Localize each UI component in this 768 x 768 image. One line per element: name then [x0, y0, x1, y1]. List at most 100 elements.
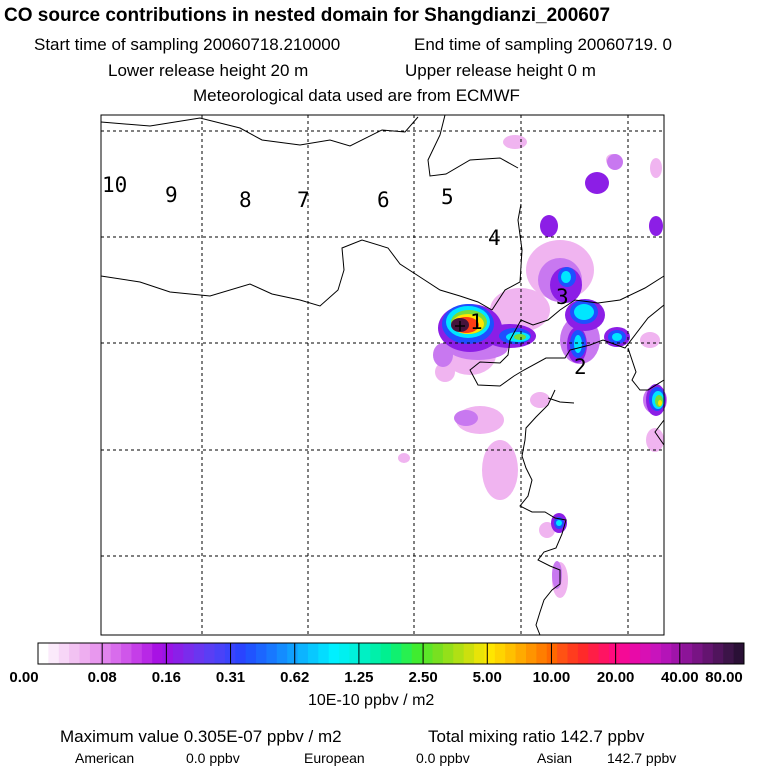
- colorbar-swatch: [474, 643, 485, 664]
- coastline: [520, 275, 665, 326]
- colorbar-swatch: [629, 643, 641, 664]
- colorbar-swatch: [411, 643, 423, 664]
- trajectory-label: 2: [574, 355, 587, 379]
- colorbar-swatch: [712, 643, 724, 664]
- concentration-patch: [433, 343, 453, 367]
- colorbar-tick-label: 1.25: [344, 669, 374, 686]
- colorbar-tick-label: 20.00: [596, 669, 635, 686]
- concentration-patch: [482, 440, 518, 500]
- colorbar-swatch: [172, 643, 184, 664]
- colorbar-swatch: [287, 643, 299, 664]
- colorbar-swatch: [328, 643, 340, 664]
- sampling-end: End time of sampling 20060719. 0: [414, 35, 673, 54]
- concentration-patch: [607, 154, 623, 170]
- colorbar-swatch: [100, 643, 112, 664]
- colorbar-swatch: [152, 643, 164, 664]
- coastline: [100, 116, 419, 147]
- colorbar-swatch: [391, 643, 402, 664]
- colorbar-swatch: [69, 643, 81, 664]
- colorbar-swatch: [359, 643, 371, 664]
- colorbar-tick-label: 5.00: [472, 669, 502, 686]
- trajectory-label: 4: [488, 226, 501, 250]
- maximum-value: Maximum value 0.305E-07 ppbv / m2: [60, 727, 342, 746]
- concentration-patch: [530, 392, 550, 408]
- sampling-start: Start time of sampling 20060718.210000: [34, 35, 341, 54]
- coastline: [100, 239, 493, 311]
- map-gridlines: [101, 115, 664, 635]
- colorbar-swatch: [276, 643, 288, 664]
- colorbar-swatch: [515, 643, 527, 664]
- concentration-patch: [540, 215, 558, 237]
- coastline: [519, 389, 567, 636]
- colorbar-swatch: [401, 643, 413, 664]
- colorbar-swatch: [339, 643, 350, 664]
- figure-title: CO source contributions in nested domain…: [4, 5, 611, 26]
- colorbar-tick-label: 0.16: [151, 669, 181, 686]
- colorbar-swatch: [681, 643, 693, 664]
- colorbar-swatch: [141, 643, 153, 664]
- trajectory-label: 5: [441, 185, 454, 209]
- coastlines: [100, 114, 665, 636]
- concentration-patch: [539, 522, 555, 538]
- colorbar-swatch: [245, 643, 257, 664]
- colorbar-swatch: [640, 643, 652, 664]
- concentration-patch: [556, 520, 562, 526]
- colorbar-swatch: [162, 643, 174, 664]
- colorbar-swatch: [609, 643, 620, 664]
- colorbar-swatch: [307, 643, 319, 664]
- trajectory-label: 9: [165, 183, 178, 207]
- colorbar-tick-label: 0.31: [215, 669, 246, 686]
- colorbar-swatch: [131, 643, 143, 664]
- colorbar-tick-label: 0.00: [9, 669, 39, 686]
- colorbar-swatch: [660, 643, 672, 664]
- colorbar-swatch: [121, 643, 132, 664]
- colorbar-swatch: [297, 643, 309, 664]
- colorbar-tick-label: 0.08: [87, 669, 117, 686]
- concentration-patch: [574, 304, 594, 320]
- colorbar-swatch: [89, 643, 101, 664]
- colorbar-swatch: [266, 643, 278, 664]
- colorbar-swatch: [58, 643, 70, 664]
- colorbar-swatch: [525, 643, 537, 664]
- region-european-value: 0.0 ppbv: [416, 750, 470, 766]
- colorbar-swatch: [588, 643, 600, 664]
- colorbar-swatch: [484, 643, 496, 664]
- coastline: [654, 419, 665, 446]
- trajectory-labels: 10 9 8 7 6 5 4 3 2 1: [102, 173, 587, 379]
- colorbar-swatch: [619, 643, 631, 664]
- colorbar-swatch: [349, 643, 361, 664]
- region-asian-value: 142.7 ppbv: [607, 750, 677, 766]
- colorbar-swatch: [422, 643, 434, 664]
- coastline: [491, 203, 523, 311]
- concentration-patch: [649, 216, 663, 236]
- colorbar-tick-label: 0.62: [280, 669, 310, 686]
- concentration-patch: [585, 172, 609, 194]
- colorbar-swatch: [692, 643, 703, 664]
- region-american-name: American: [75, 750, 135, 766]
- met-data-source: Meteorological data used are from ECMWF: [193, 86, 520, 105]
- concentration-patch: [650, 158, 662, 178]
- colorbar-swatch: [38, 643, 49, 664]
- colorbar-swatch: [557, 643, 568, 664]
- region-asian-name: Asian: [537, 750, 573, 766]
- colorbar-tick-label: 40.00: [661, 669, 699, 686]
- trajectory-label: 8: [239, 188, 252, 212]
- region-american-value: 0.0 ppbv: [186, 750, 240, 766]
- colorbar-swatch: [432, 643, 444, 664]
- concentration-patch: [658, 400, 662, 406]
- colorbar-swatch: [536, 643, 548, 664]
- coastline: [627, 347, 665, 391]
- concentration-patch: [646, 428, 664, 452]
- concentration-patch: [490, 288, 550, 332]
- concentration-patch: [514, 334, 526, 340]
- colorbar-swatch: [193, 643, 205, 664]
- colorbar-swatch: [453, 643, 465, 664]
- concentration-patch: [561, 271, 571, 283]
- colorbar-swatch: [370, 643, 382, 664]
- concentration-patch: [612, 333, 622, 341]
- coastline: [547, 397, 575, 404]
- colorbar-swatch: [494, 643, 506, 664]
- colorbar-swatch: [650, 643, 662, 664]
- trajectory-label: 7: [297, 188, 310, 212]
